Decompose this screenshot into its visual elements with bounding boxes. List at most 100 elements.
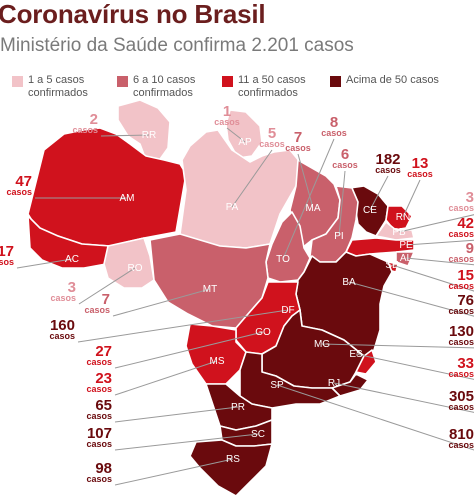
state-abbr-pb: PB [392, 227, 406, 238]
leader-line-rj [333, 382, 474, 413]
state-abbr-rr: RR [142, 130, 156, 141]
case-count-rs: 98 [95, 460, 112, 477]
case-count-ma: 7 [294, 129, 302, 146]
state-abbr-pi: PI [334, 231, 343, 242]
leader-line-to [282, 138, 335, 260]
state-abbr-ba: BA [342, 277, 356, 288]
case-count-rj: 305 [449, 388, 474, 405]
legend-label-1-5: 1 a 5 casos confirmados [28, 74, 88, 99]
state-es [355, 349, 377, 375]
leader-line-pi [338, 170, 346, 237]
state-abbr-es: ES [349, 349, 363, 360]
leader-line-ma [297, 153, 314, 209]
legend-swatch-6-10 [117, 76, 128, 87]
state-al [395, 251, 415, 267]
case-unit-pa: casos [259, 139, 285, 149]
leader-line-rn [402, 179, 421, 218]
leader-line-ac [16, 258, 73, 269]
case-unit-sc: casos [86, 439, 112, 449]
state-abbr-rn: RN [396, 212, 410, 223]
case-unit-pb: casos [448, 203, 474, 213]
state-ap [225, 109, 263, 159]
state-abbr-rs: RS [226, 454, 240, 465]
case-unit-mg: casos [448, 337, 474, 347]
case-count-ro: 3 [68, 279, 76, 296]
case-unit-pe: casos [448, 229, 474, 239]
state-abbr-pr: PR [231, 402, 245, 413]
state-abbr-df: DF [281, 305, 294, 316]
case-unit-mt: casos [84, 305, 110, 315]
case-count-rn: 13 [412, 155, 429, 172]
case-count-ce: 182 [375, 151, 400, 168]
case-count-pi: 6 [341, 146, 349, 163]
case-unit-ms: casos [86, 384, 112, 394]
state-abbr-ce: CE [363, 205, 377, 216]
state-abbr-se: SE [385, 260, 399, 271]
states-layer [27, 99, 415, 497]
leader-line-rr [100, 134, 150, 137]
leader-line-es [355, 353, 474, 380]
case-unit-se: casos [448, 281, 474, 291]
leader-line-df [77, 309, 289, 343]
leader-line-ce [369, 175, 389, 211]
state-abbr-mg: MG [314, 339, 330, 350]
state-abbr-am: AM [120, 193, 135, 204]
case-unit-ba: casos [448, 306, 474, 316]
state-abbr-pa: PA [226, 202, 239, 213]
legend-label-11-50: 11 a 50 casos confirmados [238, 74, 306, 99]
leader-line-pe [405, 239, 474, 246]
case-count-ap: 1 [223, 103, 231, 120]
case-unit-ac: casos [0, 257, 14, 267]
case-unit-al: casos [448, 254, 474, 264]
leader-line-al [405, 257, 474, 266]
case-unit-to: casos [321, 128, 347, 138]
leader-line-pa [231, 149, 273, 208]
case-count-go: 27 [95, 343, 112, 360]
case-unit-ma: casos [285, 143, 311, 153]
case-count-mg: 130 [449, 323, 474, 340]
state-abbr-ap: AP [238, 137, 252, 148]
case-count-sp: 810 [449, 426, 474, 443]
state-abbr-mt: MT [203, 284, 217, 295]
case-unit-rr: casos [72, 125, 98, 135]
case-count-pr: 65 [95, 397, 112, 414]
case-unit-es: casos [448, 369, 474, 379]
leader-line-sc [114, 433, 259, 451]
case-unit-df: casos [49, 331, 75, 341]
state-abbr-sc: SC [251, 429, 265, 440]
state-abbr-go: GO [255, 327, 271, 338]
leader-line-se [391, 264, 474, 292]
case-count-df: 160 [50, 317, 75, 334]
legend-label-50-plus: Acima de 50 casos [346, 74, 439, 86]
case-unit-pi: casos [332, 160, 358, 170]
case-count-to: 8 [330, 114, 338, 131]
legend-swatch-50-plus [330, 76, 341, 87]
legend-swatch-11-50 [222, 76, 233, 87]
leader-line-ap [226, 127, 246, 143]
state-abbr-ac: AC [65, 254, 79, 265]
case-count-pa: 5 [268, 125, 276, 142]
case-count-rr: 2 [90, 111, 98, 128]
case-unit-sp: casos [448, 440, 474, 450]
page-subtitle: Ministério da Saúde confirma 2.201 casos [0, 35, 354, 56]
page-title: Coronavírus no Brasil [0, 0, 266, 29]
state-abbr-ro: RO [128, 263, 143, 274]
leader-line-pr [114, 406, 239, 423]
case-count-es: 33 [457, 355, 474, 372]
state-abbr-ma: MA [306, 203, 321, 214]
leader-line-mg [321, 343, 474, 349]
case-unit-rj: casos [448, 402, 474, 412]
state-abbr-rj: RJ [328, 378, 340, 389]
case-count-sc: 107 [87, 425, 112, 442]
case-unit-am: casos [6, 187, 32, 197]
leader-line-ro [78, 267, 136, 305]
leader-line-rs [114, 458, 234, 486]
case-count-pe: 42 [457, 215, 474, 232]
case-unit-rn: casos [407, 169, 433, 179]
state-ro [103, 237, 155, 289]
state-abbr-pe: PE [399, 240, 413, 251]
case-unit-go: casos [86, 357, 112, 367]
case-unit-ce: casos [375, 165, 401, 175]
case-unit-pr: casos [86, 411, 112, 421]
